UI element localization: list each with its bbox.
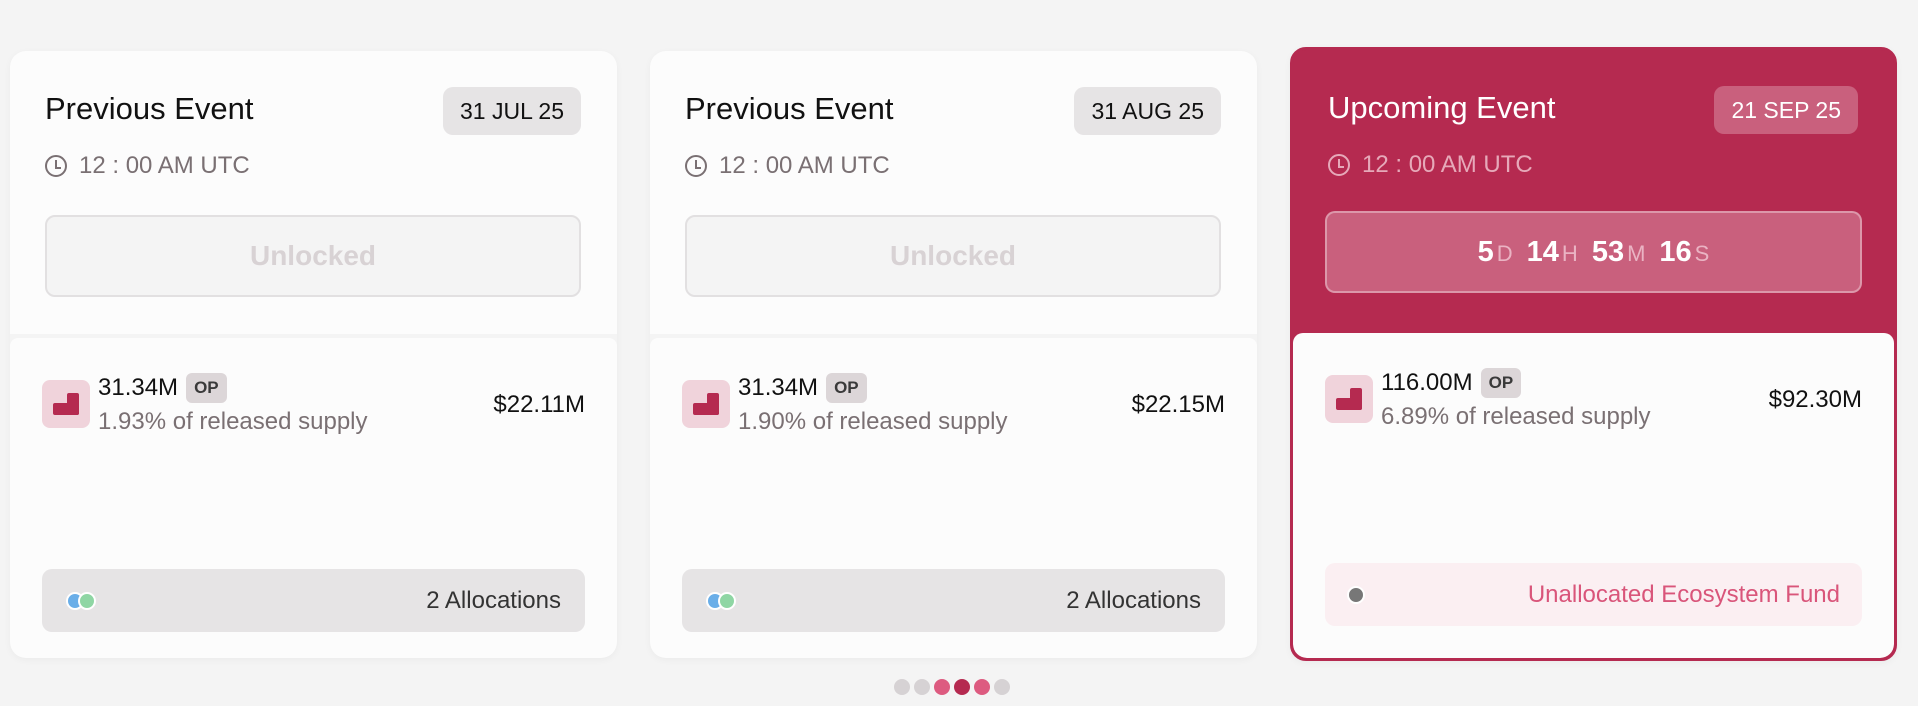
unlock-value-usd: $22.15M — [1131, 391, 1225, 418]
countdown-seconds: 16 — [1659, 235, 1692, 268]
allocations-button[interactable]: 2 Allocations — [682, 569, 1225, 632]
pagination-dot[interactable] — [914, 679, 930, 695]
event-card-header: Previous Event 31 AUG 25 12 : 00 AM UTC … — [650, 51, 1257, 334]
token-symbol-badge: OP — [1480, 368, 1522, 398]
allocations-label: 2 Allocations — [1066, 586, 1201, 614]
event-date-badge: 31 JUL 25 — [443, 87, 581, 135]
allocations-button[interactable]: 2 Allocations — [42, 569, 585, 632]
unlock-amount: 31.34M OP — [738, 373, 867, 403]
allocation-dots — [706, 591, 736, 610]
countdown-hours-unit: H — [1561, 240, 1578, 266]
op-token-icon — [1325, 375, 1373, 423]
pagination-dot[interactable] — [894, 679, 910, 695]
event-time: 12 : 00 AM UTC — [45, 152, 250, 180]
clock-icon — [45, 155, 67, 177]
event-time-text: 12 : 00 AM UTC — [79, 152, 250, 179]
supply-percentage: 6.89% of released supply — [1381, 403, 1651, 430]
event-card-upcoming: Upcoming Event 21 SEP 25 12 : 00 AM UTC … — [1290, 47, 1897, 661]
event-time-text: 12 : 00 AM UTC — [719, 152, 890, 179]
allocations-label: 2 Allocations — [426, 586, 561, 614]
pagination-dot[interactable] — [994, 679, 1010, 695]
token-symbol-badge: OP — [186, 373, 227, 403]
unallocated-dot — [1347, 585, 1365, 604]
supply-percentage: 1.93% of released supply — [98, 408, 368, 435]
op-token-icon — [42, 380, 90, 428]
event-card-body: 31.34M OP 1.93% of released supply $22.11… — [10, 338, 617, 658]
unallocated-fund-label: Unallocated Ecosystem Fund — [1527, 580, 1840, 608]
event-card-header: Previous Event 31 JUL 25 12 : 00 AM UTC … — [10, 51, 617, 334]
event-card-body: 116.00M OP 6.89% of released supply $92.3… — [1293, 333, 1894, 658]
unallocated-fund-button[interactable]: Unallocated Ecosystem Fund — [1325, 563, 1862, 626]
clock-icon — [1328, 154, 1350, 176]
event-card-previous-2: Previous Event 31 AUG 25 12 : 00 AM UTC … — [650, 51, 1257, 658]
countdown-hours: 14 — [1526, 235, 1559, 268]
token-symbol-badge: OP — [826, 373, 867, 403]
event-card-body: 31.34M OP 1.90% of released supply $22.15… — [650, 338, 1257, 658]
countdown-days: 5 — [1477, 235, 1494, 268]
countdown-seconds-unit: S — [1694, 240, 1710, 266]
event-time: 12 : 00 AM UTC — [685, 152, 890, 180]
amount-value: 31.34M — [738, 374, 819, 401]
unlocked-status: Unlocked — [685, 215, 1221, 297]
countdown-days-unit: D — [1496, 240, 1513, 266]
event-title: Previous Event — [685, 91, 894, 126]
event-time-text: 12 : 00 AM UTC — [1362, 151, 1533, 178]
op-token-icon — [682, 380, 730, 428]
unlock-amount: 31.34M OP — [98, 373, 227, 403]
unlock-amount: 116.00M OP — [1381, 368, 1522, 398]
allocation-dot-green — [78, 591, 96, 610]
countdown-minutes-unit: M — [1627, 240, 1646, 266]
allocation-dots — [66, 591, 96, 610]
pagination-dot[interactable] — [934, 679, 950, 695]
event-date-badge: 31 AUG 25 — [1074, 87, 1221, 135]
event-time: 12 : 00 AM UTC — [1328, 151, 1533, 179]
amount-value: 31.34M — [98, 374, 179, 401]
pagination-dot[interactable] — [974, 679, 990, 695]
event-title: Upcoming Event — [1328, 90, 1556, 125]
countdown-minutes: 53 — [1591, 235, 1625, 268]
unlock-value-usd: $22.11M — [493, 391, 585, 418]
allocation-dot-green — [718, 591, 736, 610]
clock-icon — [685, 155, 707, 177]
event-title: Previous Event — [45, 91, 254, 126]
unlocked-status: Unlocked — [45, 215, 581, 297]
event-card-header: Upcoming Event 21 SEP 25 12 : 00 AM UTC … — [1293, 50, 1894, 333]
amount-value: 116.00M — [1381, 369, 1473, 396]
unlock-value-usd: $92.30M — [1768, 386, 1862, 413]
carousel-pagination — [894, 679, 1010, 695]
event-date-badge: 21 SEP 25 — [1714, 86, 1858, 134]
supply-percentage: 1.90% of released supply — [738, 408, 1008, 435]
pagination-dot-active[interactable] — [954, 679, 970, 695]
event-card-previous-1: Previous Event 31 JUL 25 12 : 00 AM UTC … — [10, 51, 617, 658]
